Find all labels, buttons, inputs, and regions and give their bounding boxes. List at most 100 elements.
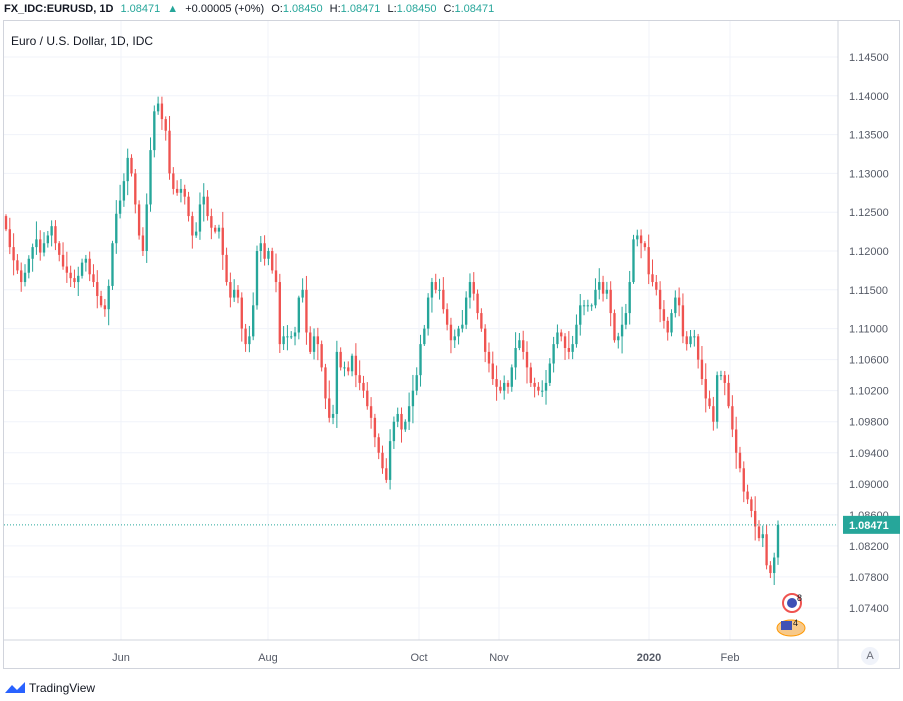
candle-body — [483, 328, 487, 352]
candle-body — [426, 297, 430, 329]
candle — [312, 328, 316, 360]
candle — [134, 169, 137, 214]
candle-body — [290, 336, 293, 338]
low-label: L: — [387, 3, 397, 15]
candle-body — [548, 363, 552, 383]
candle-body — [240, 297, 243, 329]
candle-body — [12, 247, 15, 261]
candle — [563, 333, 567, 360]
candle — [328, 380, 331, 423]
high-value: 1.08471 — [340, 3, 381, 15]
candle — [712, 396, 715, 431]
y-tick-label: 1.11500 — [849, 285, 888, 297]
candle-body — [419, 344, 422, 376]
candle-body — [434, 282, 437, 290]
candle — [175, 180, 179, 196]
candle-body — [80, 262, 84, 276]
candle — [537, 382, 540, 396]
candle-body — [347, 367, 350, 372]
candle-body — [449, 324, 453, 341]
candle — [27, 255, 30, 279]
candle-body — [586, 305, 590, 307]
candle — [506, 380, 510, 394]
candle-body — [358, 375, 361, 383]
candle — [221, 211, 224, 270]
candle — [130, 154, 133, 177]
candle-body — [210, 216, 213, 228]
candle-body — [670, 313, 673, 333]
candle-body — [605, 289, 609, 294]
candle-body — [404, 421, 407, 430]
candle-body — [259, 243, 262, 251]
candle-body — [77, 275, 80, 283]
candle — [579, 294, 582, 336]
us-flag-event-icon: 4 — [776, 618, 806, 637]
candle — [510, 364, 513, 392]
candle-body — [734, 429, 738, 453]
axes: 1.14500 1.14000 1.13500 1.13000 1.12500 1.120… — [4, 21, 900, 669]
candle — [69, 265, 72, 288]
candle — [377, 433, 380, 460]
candle-body — [54, 226, 57, 244]
candle-body — [723, 375, 726, 383]
candle-body — [255, 251, 259, 306]
candle — [624, 303, 628, 330]
grid — [4, 21, 838, 640]
candle — [202, 183, 205, 222]
candle — [639, 229, 643, 259]
candle — [681, 293, 685, 344]
candle-body — [274, 270, 278, 283]
candle — [282, 326, 285, 351]
candle-body — [320, 344, 323, 368]
candle-body — [655, 282, 658, 290]
overlay: 1.08471 8 4 — [4, 515, 900, 637]
candle — [23, 264, 27, 287]
candle — [464, 291, 468, 330]
candle — [358, 360, 361, 391]
candle-body — [636, 235, 639, 240]
open-label: O: — [271, 3, 283, 15]
candle-body — [191, 216, 194, 236]
candle-body — [579, 305, 582, 325]
candle-body — [362, 382, 365, 391]
candle-body — [689, 336, 692, 345]
economic-event-icon: 8 — [782, 593, 802, 613]
candle — [301, 278, 304, 303]
candle — [362, 375, 365, 398]
candle-body — [704, 379, 707, 399]
candle — [335, 340, 339, 428]
candle-body — [46, 235, 50, 244]
candle-body — [232, 289, 236, 298]
candle — [407, 392, 411, 430]
candle — [35, 221, 38, 255]
candle-body — [153, 111, 156, 151]
candle-body — [160, 103, 164, 120]
x-tick-label: Oct — [410, 652, 427, 664]
candle — [366, 382, 369, 410]
candle — [274, 253, 278, 293]
candle — [453, 329, 456, 348]
auto-scale-button[interactable]: A — [861, 647, 879, 665]
candle — [99, 290, 103, 308]
candle-body — [510, 367, 513, 387]
candle-body — [499, 386, 502, 391]
candle — [168, 115, 171, 180]
candle — [700, 345, 704, 385]
candle-body — [445, 309, 449, 325]
candle-body — [464, 297, 468, 325]
candle-body — [236, 289, 240, 298]
candle — [115, 200, 118, 254]
candle-body — [175, 188, 179, 193]
candle-body — [624, 313, 628, 325]
candle — [773, 552, 776, 585]
candle — [92, 264, 95, 288]
candle — [518, 332, 521, 351]
candle-body — [746, 491, 749, 500]
brand-name[interactable]: TradingView — [29, 681, 96, 695]
candle-body — [613, 313, 616, 341]
candle — [187, 191, 190, 222]
open-value: 1.08450 — [282, 3, 323, 15]
x-tick-label: Nov — [489, 652, 509, 664]
event-count: 4 — [793, 618, 798, 628]
